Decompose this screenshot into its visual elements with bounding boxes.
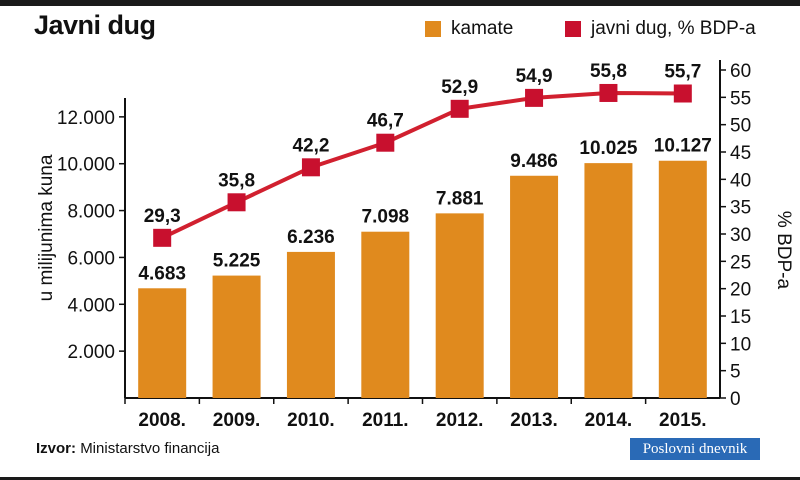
line-point-marker bbox=[450, 99, 469, 118]
right-tick-label: 10 bbox=[730, 334, 751, 355]
legend-swatch-bar bbox=[425, 21, 441, 37]
bar-value-label: 4.683 bbox=[138, 263, 186, 284]
right-tick-label: 5 bbox=[730, 362, 741, 383]
right-tick-label: 0 bbox=[730, 389, 741, 410]
top-rule bbox=[0, 0, 800, 6]
legend-item-kamate: kamate bbox=[425, 18, 513, 40]
x-tick-label: 2010. bbox=[287, 410, 335, 431]
line-value-label: 54,9 bbox=[516, 66, 553, 87]
line-value-label: 55,8 bbox=[590, 61, 627, 82]
x-tick-label: 2013. bbox=[510, 410, 558, 431]
legend-label-kamate: kamate bbox=[451, 18, 514, 39]
bar-kamate bbox=[361, 231, 410, 398]
bar-kamate bbox=[435, 213, 484, 398]
line-value-label: 35,8 bbox=[218, 170, 255, 191]
line-point-marker bbox=[599, 83, 618, 102]
right-tick-label: 55 bbox=[730, 88, 751, 109]
x-tick-label: 2008. bbox=[138, 410, 186, 431]
line-value-label: 55,7 bbox=[664, 62, 701, 83]
line-value-label: 52,9 bbox=[441, 77, 478, 98]
line-value-label: 46,7 bbox=[367, 111, 404, 132]
left-tick-label: 12.000 bbox=[57, 108, 115, 129]
left-tick-label: 8.000 bbox=[67, 202, 115, 223]
x-tick-label: 2011. bbox=[362, 410, 409, 431]
right-tick-label: 25 bbox=[730, 252, 751, 273]
right-tick-label: 15 bbox=[730, 307, 751, 328]
left-tick-label: 4.000 bbox=[67, 295, 115, 316]
bar-value-label: 10.025 bbox=[579, 138, 638, 159]
x-tick-label: 2012. bbox=[436, 410, 484, 431]
left-tick-label: 10.000 bbox=[57, 155, 115, 176]
line-point-marker bbox=[525, 88, 544, 107]
right-tick-label: 20 bbox=[730, 280, 751, 301]
bar-kamate bbox=[510, 175, 559, 398]
right-tick-label: 60 bbox=[730, 61, 751, 82]
x-tick-label: 2009. bbox=[213, 410, 261, 431]
right-tick-label: 30 bbox=[730, 225, 751, 246]
source-note: Izvor: Ministarstvo financija bbox=[36, 440, 219, 457]
legend-label-javni-dug: javni dug, % BDP-a bbox=[591, 18, 756, 39]
source-value: Ministarstvo financija bbox=[80, 440, 220, 457]
bar-value-label: 9.486 bbox=[510, 151, 558, 172]
bottom-rule bbox=[0, 477, 800, 480]
bar-value-label: 5.225 bbox=[213, 251, 261, 272]
line-point-marker bbox=[301, 158, 320, 177]
right-tick-label: 50 bbox=[730, 116, 751, 137]
line-point-marker bbox=[227, 193, 246, 212]
left-tick-label: 6.000 bbox=[67, 248, 115, 269]
chart-title: Javni dug bbox=[34, 10, 156, 40]
line-value-label: 29,3 bbox=[144, 206, 181, 227]
publisher-logo: Poslovni dnevnik bbox=[630, 438, 760, 460]
x-tick-label: 2014. bbox=[585, 410, 633, 431]
line-point-marker bbox=[673, 84, 692, 103]
right-axis-title: % BDP-a bbox=[773, 211, 794, 290]
line-point-marker bbox=[376, 133, 395, 152]
x-tick-label: 2015. bbox=[659, 410, 707, 431]
right-tick-label: 45 bbox=[730, 143, 751, 164]
left-tick-label: 2.000 bbox=[67, 342, 115, 363]
legend-item-javni-dug: javni dug, % BDP-a bbox=[565, 18, 756, 40]
legend-swatch-line bbox=[565, 21, 581, 37]
bar-value-label: 10.127 bbox=[654, 136, 712, 157]
right-tick-label: 40 bbox=[730, 170, 751, 191]
line-value-label: 42,2 bbox=[292, 135, 329, 156]
bar-kamate bbox=[212, 275, 261, 398]
bar-kamate bbox=[584, 163, 633, 398]
left-axis-title: u milijunima kuna bbox=[36, 154, 57, 301]
bar-kamate bbox=[138, 288, 187, 398]
bar-value-label: 7.098 bbox=[362, 207, 410, 228]
bar-value-label: 7.881 bbox=[436, 188, 484, 209]
bar-kamate bbox=[658, 160, 707, 398]
bar-value-label: 6.236 bbox=[287, 227, 335, 248]
line-point-marker bbox=[153, 228, 172, 247]
bar-kamate bbox=[286, 251, 335, 398]
source-label: Izvor: bbox=[36, 440, 77, 457]
right-tick-label: 35 bbox=[730, 198, 751, 219]
line-javni-dug bbox=[161, 90, 683, 240]
